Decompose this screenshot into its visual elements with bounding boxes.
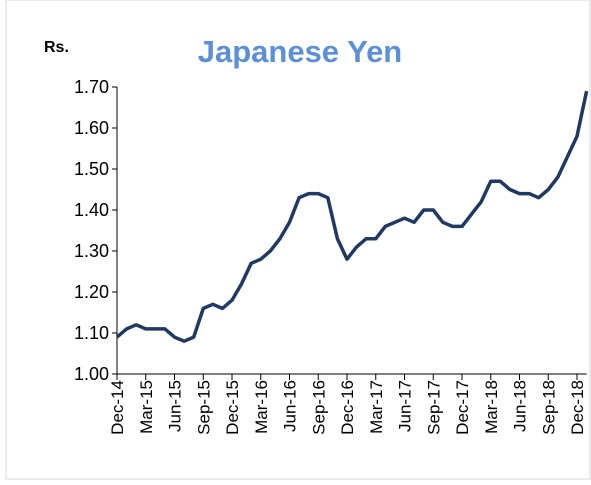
x-tick-label: Mar-18	[482, 380, 501, 434]
x-tick-label: Dec-18	[568, 380, 587, 435]
x-tick-label: Dec-16	[338, 380, 357, 435]
frame	[5, 0, 591, 480]
y-tick-label: 1.60	[74, 118, 109, 138]
x-tick-label: Dec-14	[108, 380, 127, 435]
y-tick-label: 1.00	[74, 364, 109, 384]
y-tick-label: 1.10	[74, 323, 109, 343]
x-tick-label: Sep-17	[424, 380, 443, 435]
x-tick-label: Jun-15	[166, 380, 185, 432]
x-tick-label: Mar-15	[137, 380, 156, 434]
line-series	[115, 90, 589, 343]
y-tick-label: 1.40	[74, 200, 109, 220]
x-tick-label: Jun-18	[511, 380, 530, 432]
x-tick-label: Jun-16	[281, 380, 300, 432]
y-tick-label: 1.30	[74, 241, 109, 261]
x-tick-label: Dec-15	[223, 380, 242, 435]
x-tick-label: Dec-17	[453, 380, 472, 435]
chart-title: Japanese Yen	[198, 34, 403, 69]
x-tick-label: Sep-16	[309, 380, 328, 435]
x-tick-label: Mar-17	[367, 380, 386, 434]
y-tick-label: 1.70	[74, 77, 109, 97]
y-axis-label: Rs.	[44, 39, 69, 56]
y-tick-label: 1.20	[74, 282, 109, 302]
x-tick-label: Jun-17	[396, 380, 415, 432]
x-tick-label: Sep-15	[194, 380, 213, 435]
x-tick-label: Sep-18	[539, 380, 558, 435]
x-tick-label: Mar-16	[252, 380, 271, 434]
y-tick-label: 1.50	[74, 159, 109, 179]
